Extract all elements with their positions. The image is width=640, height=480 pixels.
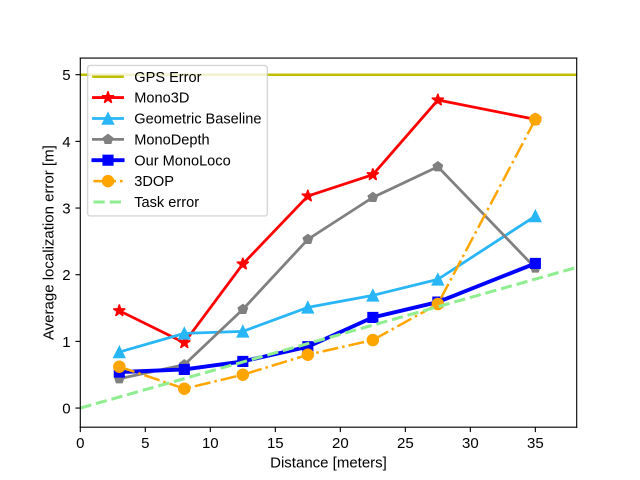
- svg-text:Geometric Baseline: Geometric Baseline: [134, 112, 261, 128]
- svg-text:Average localization error [m]: Average localization error [m]: [41, 145, 58, 340]
- svg-text:10: 10: [202, 435, 219, 452]
- svg-text:3DOP: 3DOP: [134, 174, 174, 190]
- svg-text:35: 35: [527, 435, 544, 452]
- svg-text:0: 0: [76, 435, 84, 452]
- svg-text:Our MonoLoco: Our MonoLoco: [134, 153, 230, 169]
- svg-text:0: 0: [62, 401, 70, 418]
- svg-text:1: 1: [62, 334, 70, 351]
- svg-text:Distance [meters]: Distance [meters]: [270, 454, 387, 471]
- svg-text:Mono3D: Mono3D: [134, 91, 189, 107]
- svg-text:4: 4: [62, 134, 70, 151]
- svg-text:25: 25: [397, 435, 414, 452]
- svg-text:15: 15: [267, 435, 284, 452]
- svg-text:5: 5: [141, 435, 149, 452]
- svg-text:5: 5: [62, 67, 70, 84]
- svg-text:GPS Error: GPS Error: [134, 70, 201, 86]
- svg-text:3: 3: [62, 200, 70, 217]
- svg-text:20: 20: [332, 435, 349, 452]
- svg-text:MonoDepth: MonoDepth: [134, 132, 209, 148]
- svg-text:30: 30: [462, 435, 479, 452]
- svg-text:Task error: Task error: [134, 195, 199, 211]
- svg-text:2: 2: [62, 267, 70, 284]
